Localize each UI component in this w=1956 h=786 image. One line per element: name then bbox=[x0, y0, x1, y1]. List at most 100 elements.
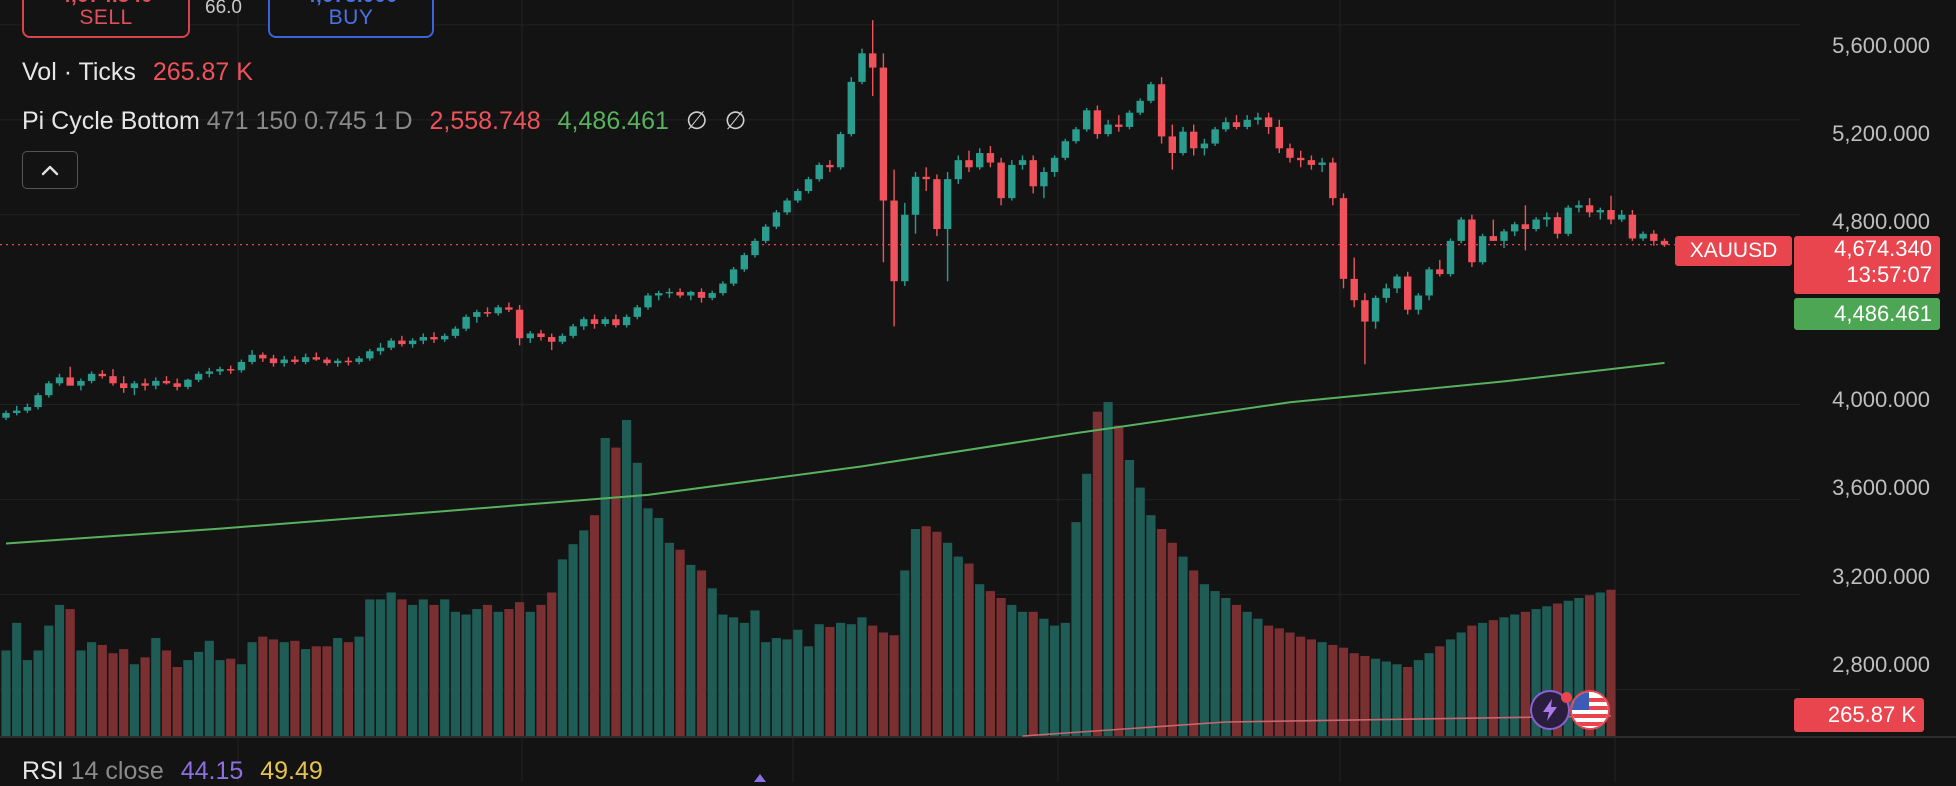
candle-body bbox=[494, 307, 502, 314]
candle-body bbox=[922, 176, 930, 180]
candle-body bbox=[1157, 84, 1166, 137]
volume-bar bbox=[579, 530, 589, 736]
volume-bar bbox=[750, 610, 760, 736]
volume-bar bbox=[1574, 598, 1584, 736]
candle-body bbox=[1040, 172, 1048, 187]
rsi-legend[interactable]: RSI 14 close 44.15 49.49 bbox=[22, 757, 323, 786]
volume-legend[interactable]: Vol · Ticks 265.87 K bbox=[22, 58, 253, 87]
candle-body bbox=[141, 383, 149, 386]
candle-body bbox=[548, 337, 556, 342]
candle-body bbox=[483, 312, 492, 314]
candle-body bbox=[1500, 231, 1508, 241]
chevron-up-icon bbox=[41, 165, 59, 176]
candle-body bbox=[291, 359, 299, 362]
volume-bar bbox=[1167, 542, 1177, 736]
candle-body bbox=[205, 371, 213, 374]
candle-body bbox=[162, 380, 171, 384]
volume-bar bbox=[129, 664, 139, 736]
volume-bar bbox=[1456, 632, 1466, 736]
candle-body bbox=[836, 134, 845, 168]
candle-body bbox=[419, 337, 427, 341]
candle-body bbox=[323, 359, 331, 364]
buy-price: 4,675.000 bbox=[270, 0, 432, 8]
candle-body bbox=[194, 373, 203, 380]
volume-bar bbox=[1413, 660, 1423, 736]
candle-body bbox=[751, 240, 759, 256]
volume-bar bbox=[204, 640, 214, 736]
volume-bar bbox=[1135, 487, 1145, 736]
candle-body bbox=[719, 283, 727, 294]
volume-bar bbox=[1552, 603, 1563, 736]
candle-body bbox=[911, 176, 920, 215]
candle-body bbox=[408, 340, 417, 345]
candle-body bbox=[280, 359, 288, 364]
volume-bar bbox=[857, 617, 867, 736]
collapse-legend-button[interactable] bbox=[22, 151, 78, 189]
volume-bar bbox=[1103, 402, 1113, 736]
buy-button[interactable]: 4,675.000 BUY bbox=[268, 0, 434, 38]
event-button-us[interactable] bbox=[1570, 690, 1610, 730]
candle-body bbox=[1029, 160, 1037, 187]
candle-body bbox=[1061, 141, 1069, 158]
candle-body bbox=[1361, 300, 1369, 322]
volume-bar bbox=[803, 646, 814, 736]
candle-body bbox=[130, 383, 139, 389]
volume-bar bbox=[1595, 592, 1605, 736]
volume-bar bbox=[493, 611, 503, 736]
candle-body bbox=[1072, 129, 1080, 142]
candle-body bbox=[173, 383, 181, 387]
candle-body bbox=[1211, 129, 1219, 144]
candle-body bbox=[387, 340, 395, 348]
volume-bar bbox=[1381, 661, 1391, 736]
candle-body bbox=[87, 373, 96, 381]
volume-bar bbox=[450, 611, 460, 736]
volume-bar bbox=[729, 617, 739, 736]
candle-body bbox=[269, 358, 278, 364]
candle-body bbox=[1083, 110, 1091, 130]
volume-bar bbox=[943, 542, 953, 736]
candle-body bbox=[879, 67, 888, 201]
volume-bar bbox=[1296, 636, 1306, 736]
price-axis-label: 2,800.000 bbox=[1832, 652, 1930, 677]
sell-button[interactable]: 4,674.340 SELL bbox=[22, 0, 190, 38]
candle-body bbox=[794, 191, 802, 201]
candle-body bbox=[1414, 295, 1423, 310]
volume-bar bbox=[739, 622, 749, 736]
volume-bar bbox=[1478, 622, 1488, 736]
candle-body bbox=[1436, 269, 1444, 275]
volume-bar bbox=[910, 529, 921, 736]
volume-bar bbox=[322, 646, 332, 736]
candle-body bbox=[1575, 205, 1583, 208]
pi-cycle-legend-name: Pi Cycle Bottom bbox=[22, 107, 200, 135]
volume-legend-name: Vol · Ticks bbox=[22, 58, 136, 86]
volume-bar bbox=[140, 657, 150, 736]
volume-bar bbox=[836, 622, 846, 736]
candle-body bbox=[1018, 160, 1027, 165]
candle-body bbox=[858, 53, 866, 82]
volume-bar bbox=[632, 462, 642, 736]
candle-body bbox=[687, 291, 695, 296]
volume-bar bbox=[151, 638, 161, 736]
candle-body bbox=[1243, 119, 1251, 127]
candle-body bbox=[1318, 162, 1326, 165]
candle-body bbox=[1147, 84, 1155, 101]
price-axis-label: 4,000.000 bbox=[1832, 387, 1930, 412]
candle-body bbox=[708, 293, 716, 298]
volume-bar bbox=[536, 604, 546, 736]
volume-bar bbox=[354, 636, 364, 736]
volume-bar bbox=[1424, 653, 1434, 736]
volume-bar bbox=[226, 658, 236, 736]
candle-body bbox=[1050, 157, 1059, 173]
volume-bar bbox=[12, 622, 22, 736]
volume-bar bbox=[472, 609, 482, 736]
candle-body bbox=[77, 380, 85, 386]
volume-bar bbox=[119, 649, 129, 736]
rsi-legend-params: 14 close bbox=[70, 757, 164, 785]
pi-cycle-legend[interactable]: Pi Cycle Bottom 471 150 0.745 1 D 2,558.… bbox=[22, 106, 746, 136]
volume-bar bbox=[1520, 611, 1530, 736]
volume-bar bbox=[1306, 639, 1316, 736]
candle-body bbox=[109, 376, 117, 384]
candle-body bbox=[98, 373, 106, 377]
